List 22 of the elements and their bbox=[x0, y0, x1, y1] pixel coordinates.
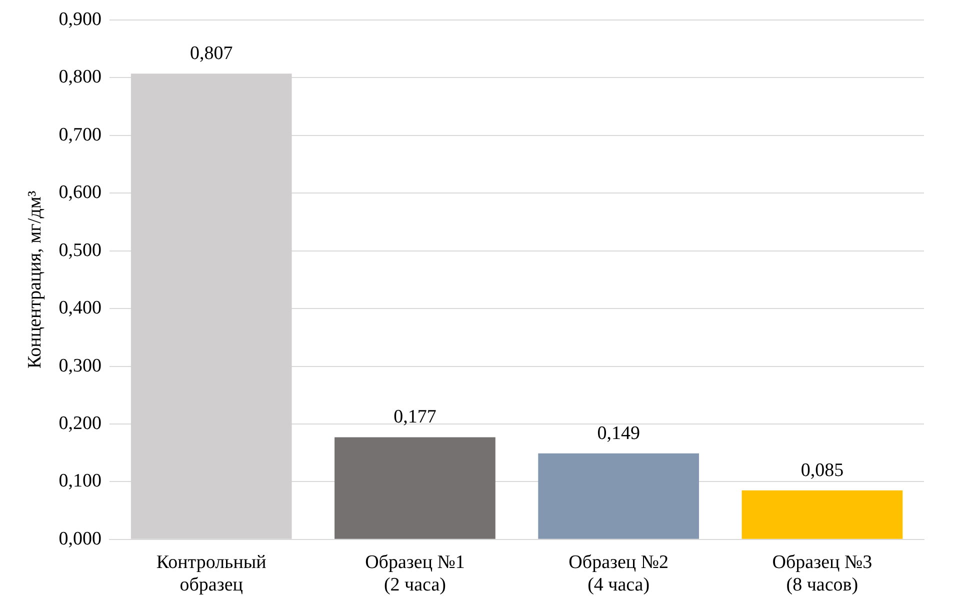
bar bbox=[742, 490, 903, 539]
y-tick-label: 0,100 bbox=[58, 470, 102, 492]
y-tick-label: 0,200 bbox=[58, 412, 102, 434]
x-tick-label: Образец №3 (8 часов) bbox=[772, 552, 872, 596]
x-tick-label: Образец №2 (4 часа) bbox=[568, 552, 668, 596]
y-axis-title: Концентрация, мг/дм³ bbox=[24, 190, 46, 369]
y-tick-label: 0,700 bbox=[58, 124, 102, 146]
bar bbox=[538, 453, 700, 539]
y-tick-label: 0,800 bbox=[58, 66, 102, 88]
y-tick-label: 0,600 bbox=[58, 182, 102, 204]
data-label: 0,177 bbox=[394, 406, 436, 428]
y-tick-label: 0,400 bbox=[58, 298, 102, 319]
data-label: 0,807 bbox=[190, 43, 233, 64]
data-label: 0,085 bbox=[800, 460, 844, 481]
y-tick-label: 0,300 bbox=[58, 355, 102, 376]
y-tick-label: 0,900 bbox=[58, 8, 102, 30]
data-label: 0,149 bbox=[597, 422, 640, 444]
x-tick-label: Контрольный образец bbox=[156, 552, 266, 596]
y-tick-label: 0,500 bbox=[58, 240, 102, 261]
x-tick-label: Образец №1 (2 часа) bbox=[365, 552, 465, 596]
bar bbox=[334, 437, 496, 539]
y-tick-label: 0,000 bbox=[58, 528, 102, 550]
